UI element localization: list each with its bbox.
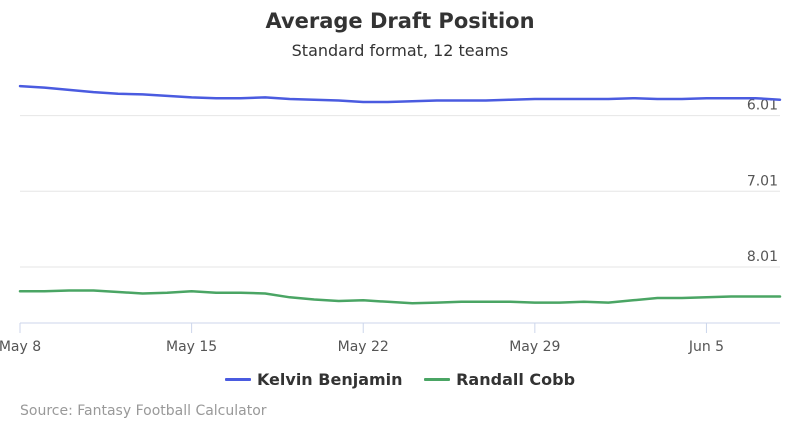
series-line-randall-cobb <box>18 289 782 305</box>
legend-swatch-randall-cobb <box>424 378 451 381</box>
legend-item-randall-cobb[interactable]: Randall Cobb <box>424 370 575 389</box>
x-tick-label: May 29 <box>509 339 560 355</box>
chart-subtitle: Standard format, 12 teams <box>291 41 509 60</box>
legend-label-randall-cobb: Randall Cobb <box>456 370 576 389</box>
chart-credit[interactable]: Source: Fantasy Football Calculator <box>20 403 267 419</box>
chart-title: Average Draft Position <box>265 9 535 33</box>
chart-legend: Kelvin Benjamin Randall Cobb <box>0 366 800 389</box>
y-tick-label: 7.01 <box>747 173 778 189</box>
legend-swatch-kelvin-benjamin <box>224 378 251 381</box>
x-tick-label: May 8 <box>0 339 41 355</box>
x-tick-label: Jun 5 <box>688 339 724 355</box>
legend-label-kelvin-benjamin: Kelvin Benjamin <box>256 370 403 389</box>
x-tick-label: May 15 <box>166 339 217 355</box>
y-tick-label: 6.01 <box>747 98 778 114</box>
legend-item-kelvin-benjamin[interactable]: Kelvin Benjamin <box>224 370 403 389</box>
y-tick-label: 8.01 <box>747 249 778 265</box>
series-line-kelvin-benjamin <box>18 84 782 104</box>
x-tick-label: May 22 <box>338 339 389 355</box>
